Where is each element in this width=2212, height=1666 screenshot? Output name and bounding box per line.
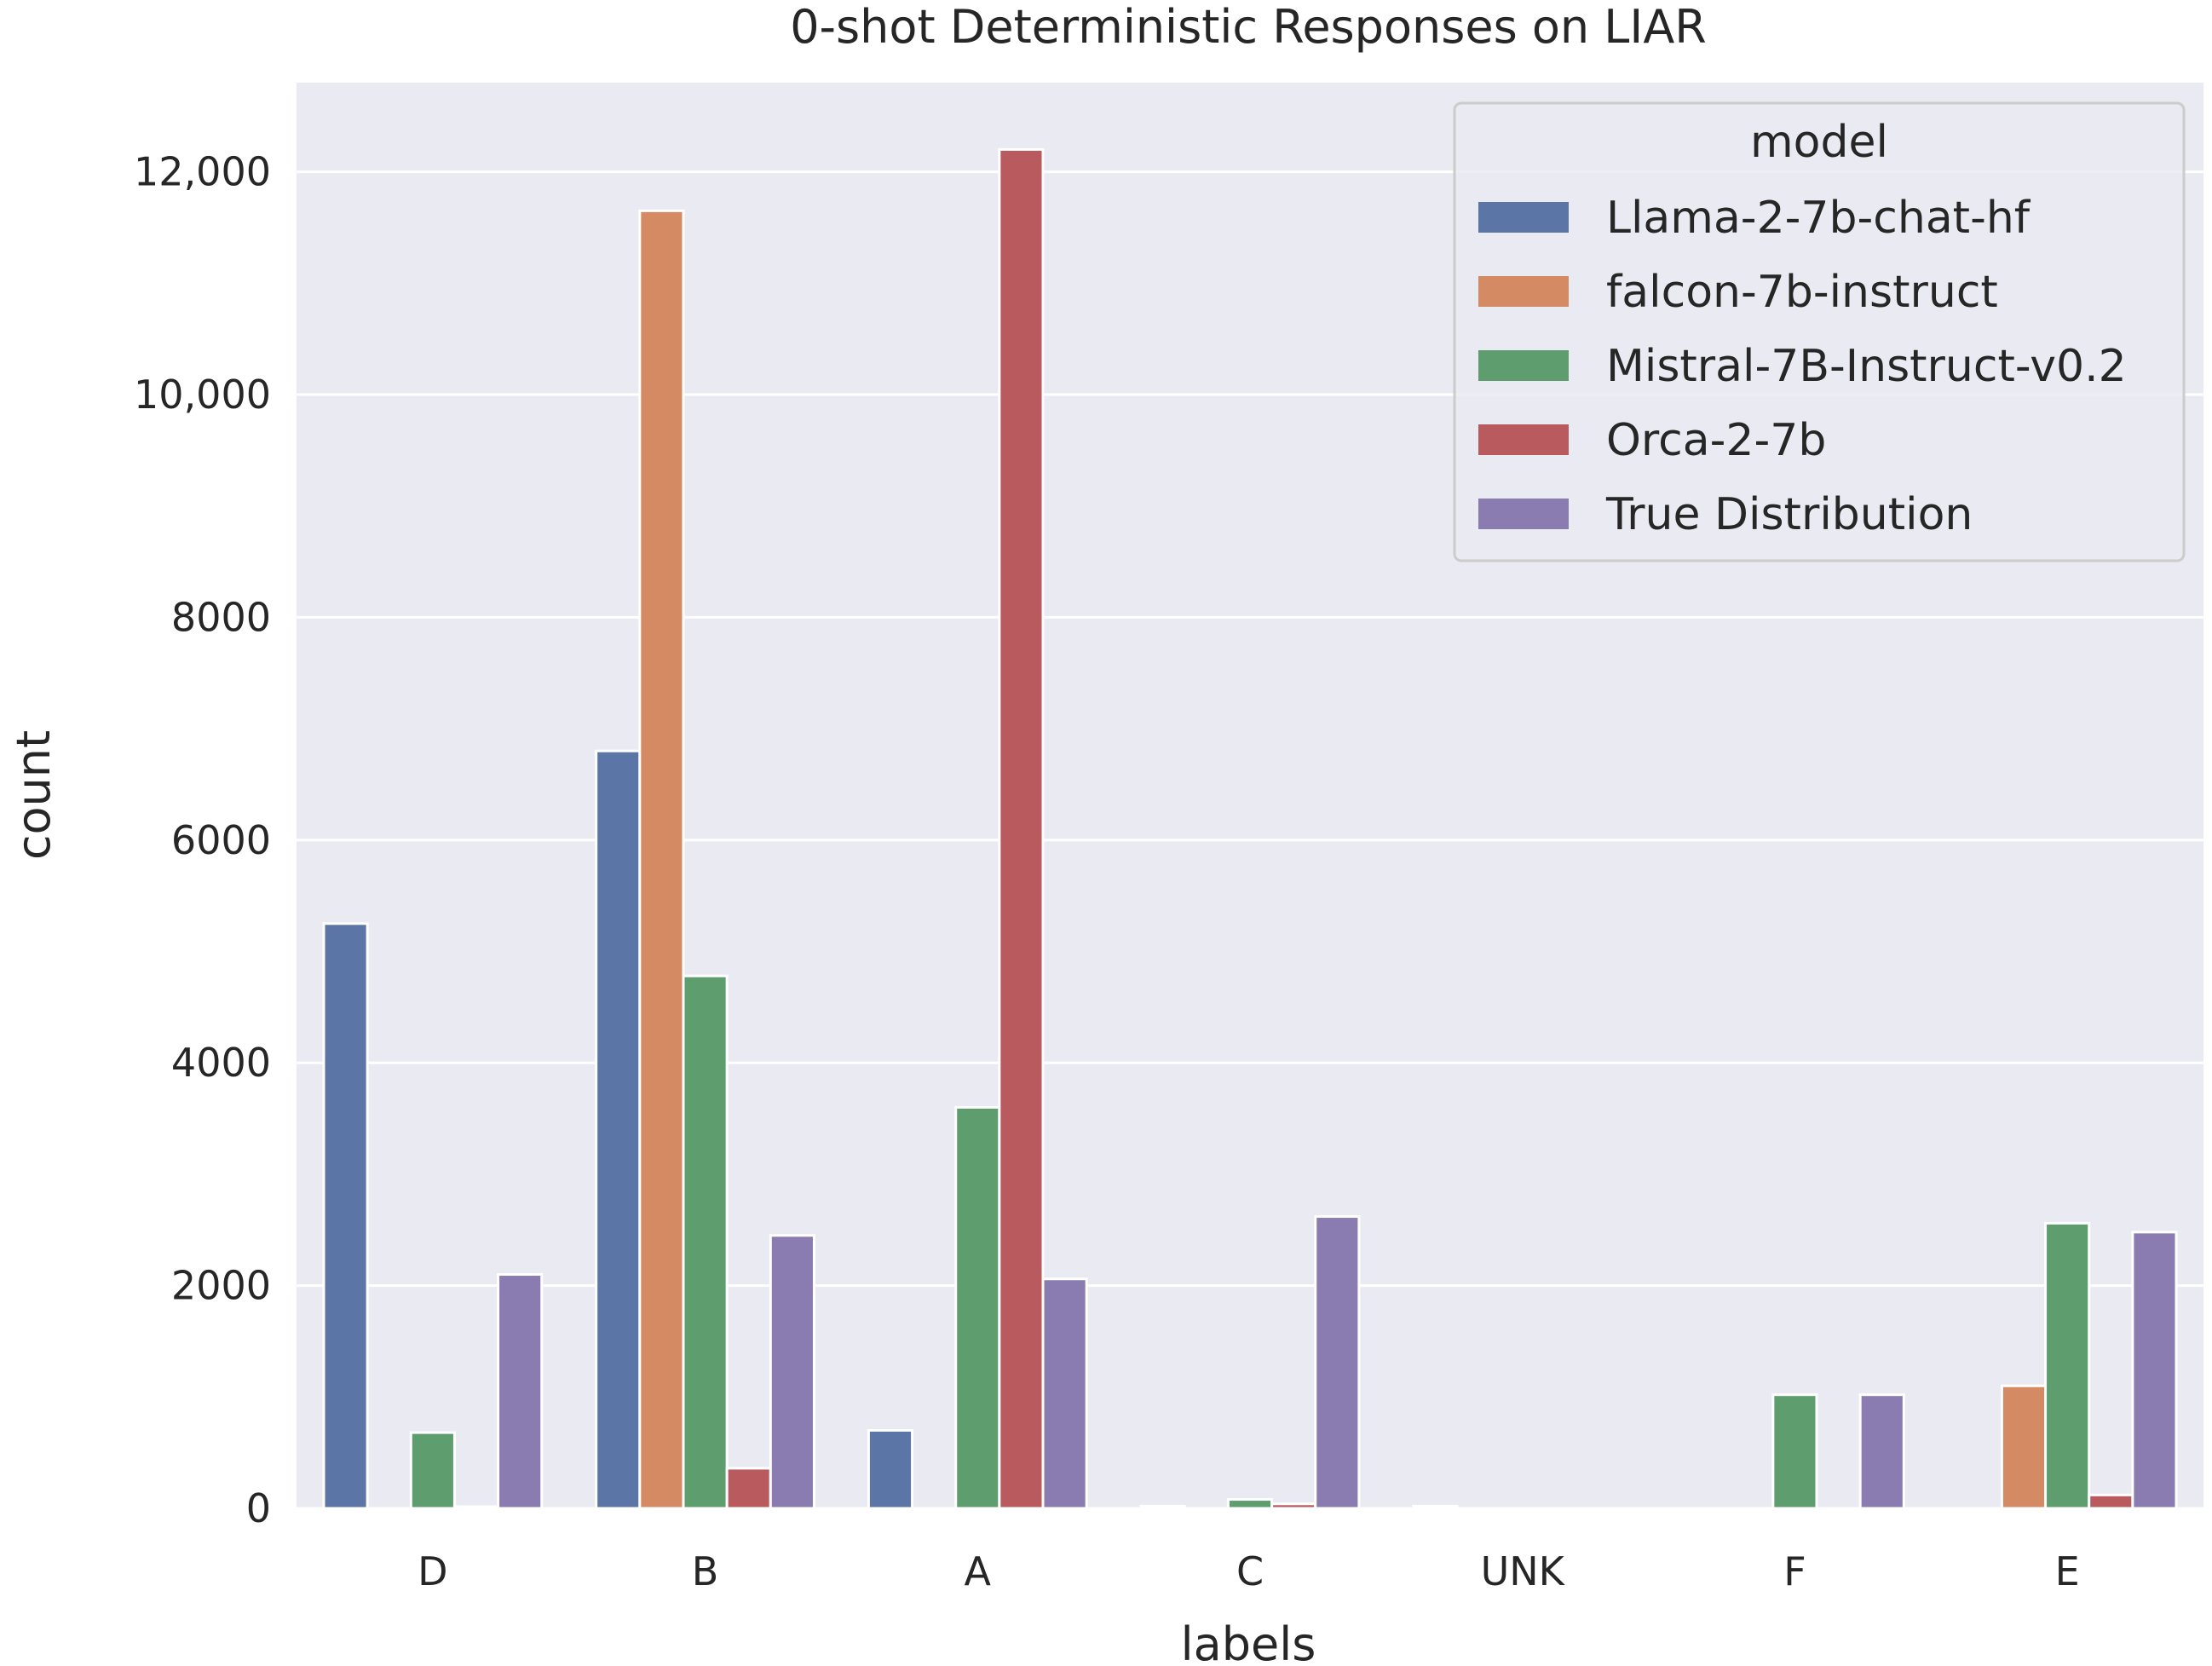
- legend-label: Orca-2-7b: [1606, 415, 1826, 466]
- bar: [595, 749, 642, 1510]
- bar: [322, 922, 369, 1510]
- bar: [638, 209, 685, 1510]
- y-axis-label: count: [7, 730, 60, 860]
- bar: [1270, 1502, 1317, 1510]
- x-tick-label: B: [692, 1548, 719, 1594]
- legend-swatch: [1478, 499, 1569, 529]
- y-tick-label: 8000: [171, 594, 271, 640]
- bar: [769, 1234, 815, 1510]
- legend-swatch: [1478, 276, 1569, 307]
- legend-items: Llama-2-7b-chat-hf falcon-7b-instruct Mist…: [1478, 193, 2127, 540]
- bar: [998, 147, 1045, 1510]
- bar: [2044, 1221, 2091, 1510]
- legend-swatch: [1478, 350, 1569, 381]
- y-tick-label: 0: [246, 1485, 271, 1531]
- x-tick-label: F: [1783, 1548, 1806, 1594]
- bars: [322, 147, 2178, 1510]
- bar: [725, 1467, 772, 1510]
- legend: model Llama-2-7b-chat-hf falcon-7b-instru…: [1453, 101, 2186, 562]
- x-tick-label: UNK: [1481, 1548, 1566, 1594]
- legend-swatch: [1478, 202, 1569, 233]
- bar: [954, 1105, 1001, 1510]
- bar: [2131, 1231, 2178, 1510]
- bar: [867, 1429, 914, 1510]
- bar: [1226, 1498, 1274, 1510]
- bar: [682, 974, 729, 1510]
- bar: [1041, 1277, 1088, 1510]
- legend-label: Mistral-7B-Instruct-v0.2: [1606, 341, 2127, 392]
- y-tick-label: 2000: [171, 1263, 271, 1309]
- legend-box: [1453, 101, 2186, 562]
- x-tick-label: E: [2055, 1548, 2080, 1594]
- legend-label: True Distribution: [1605, 489, 1973, 540]
- bar: [409, 1431, 456, 1510]
- bar: [2000, 1384, 2048, 1510]
- y-tick-label: 4000: [171, 1040, 271, 1086]
- x-tick-label: C: [1236, 1548, 1264, 1594]
- x-tick-label: D: [418, 1548, 447, 1594]
- bar: [452, 1505, 500, 1510]
- legend-swatch: [1478, 424, 1569, 455]
- bar: [1139, 1504, 1186, 1510]
- legend-title: model: [1750, 117, 1888, 168]
- y-tick-label: 10,000: [134, 372, 271, 418]
- chart-title: 0-shot Deterministic Responses on LIAR: [790, 0, 1707, 54]
- bar: [1314, 1215, 1361, 1510]
- bar: [2088, 1493, 2134, 1510]
- y-axis-ticks: 0 2000 4000 6000 8000 10,000 12,000: [134, 149, 271, 1531]
- bar: [1771, 1393, 1818, 1510]
- bar: [497, 1273, 544, 1510]
- legend-label: Llama-2-7b-chat-hf: [1606, 193, 2031, 244]
- y-tick-label: 6000: [171, 817, 271, 863]
- y-tick-label: 12,000: [134, 149, 271, 195]
- legend-label: falcon-7b-instruct: [1606, 267, 1998, 318]
- bar: [1858, 1393, 1905, 1510]
- bar: [1412, 1504, 1459, 1510]
- x-axis-label: labels: [1181, 1617, 1316, 1663]
- x-tick-label: A: [965, 1548, 992, 1594]
- x-axis-ticks: D B A C UNK F E: [418, 1548, 2080, 1594]
